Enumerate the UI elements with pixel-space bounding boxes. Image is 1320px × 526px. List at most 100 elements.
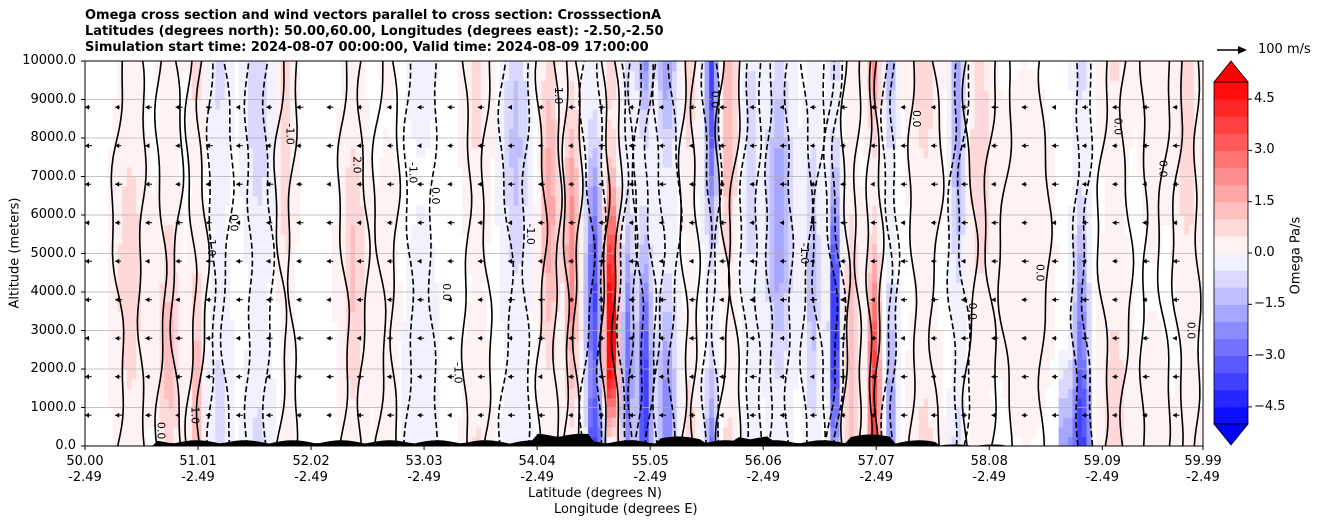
omega-fill-cell [816, 109, 822, 120]
omega-fill-cell [546, 243, 552, 255]
omega-fill-cell [159, 397, 165, 409]
omega-fill-cell [816, 263, 822, 274]
omega-fill-cell [648, 128, 654, 139]
omega-fill-cell [746, 215, 752, 226]
omega-fill-cell [732, 378, 738, 389]
omega-fill-cell [574, 205, 580, 216]
omega-fill-cell [644, 234, 650, 245]
omega-fill-cell [667, 272, 673, 283]
omega-fill-cell [466, 330, 473, 341]
omega-fill-cell [275, 109, 282, 120]
omega-fill-cell [723, 292, 729, 303]
omega-fill-cell [480, 388, 487, 399]
omega-fill-cell [196, 109, 203, 120]
omega-fill-cell [830, 118, 836, 129]
omega-fill-cell [178, 378, 184, 389]
omega-fill-cell [159, 292, 165, 303]
omega-fill-cell [811, 166, 817, 178]
omega-fill-cell [802, 417, 808, 428]
omega-fill-cell [755, 243, 762, 255]
omega-fill-cell [527, 147, 533, 158]
omega-fill-cell [765, 330, 771, 341]
omega-fill-cell [783, 426, 790, 437]
omega-fill-cell [266, 99, 272, 110]
omega-fill-cell [350, 147, 356, 158]
omega-fill-cell [411, 61, 417, 72]
omega-fill-cell [415, 330, 421, 341]
omega-fill-cell [793, 282, 799, 293]
omega-fill-cell [527, 128, 533, 139]
omega-fill-cell [215, 272, 221, 283]
omega-fill-cell [252, 407, 258, 418]
omega-fill-cell [830, 407, 836, 418]
omega-fill-cell [275, 272, 282, 283]
omega-fill-cell [364, 436, 370, 446]
omega-fill-cell [243, 243, 249, 255]
omega-fill-cell [783, 311, 790, 322]
omega-fill-cell [639, 388, 645, 399]
omega-fill-cell [732, 407, 738, 418]
omega-fill-cell [476, 234, 482, 245]
omega-fill-cell [765, 426, 771, 437]
omega-fill-cell [821, 234, 827, 245]
omega-fill-cell [131, 176, 137, 187]
omega-fill-cell [508, 369, 515, 380]
omega-fill-cell [741, 89, 748, 101]
omega-fill-cell [546, 407, 552, 418]
omega-fill-cell [462, 215, 468, 226]
omega-fill-cell [471, 349, 477, 360]
omega-fill-cell [122, 61, 128, 72]
omega-fill-cell [648, 320, 654, 332]
omega-fill-cell [168, 349, 175, 360]
omega-fill-cell [713, 378, 720, 389]
omega-fill-cell [709, 138, 715, 149]
omega-fill-cell [457, 89, 463, 101]
omega-fill-cell [560, 243, 566, 255]
omega-fill-cell [499, 147, 505, 158]
omega-fill-cell [387, 89, 394, 101]
omega-fill-cell [378, 417, 384, 428]
omega-fill-cell [401, 349, 408, 360]
omega-fill-cell [336, 128, 342, 139]
omega-fill-cell [793, 215, 799, 226]
omega-fill-cell [383, 243, 389, 255]
omega-fill-cell [112, 166, 119, 178]
omega-fill-cell [397, 320, 403, 332]
omega-fill-cell [429, 272, 435, 283]
omega-fill-cell [336, 118, 342, 129]
omega-fill-cell [606, 359, 612, 370]
omega-fill-cell [699, 234, 706, 245]
omega-fill-cell [341, 378, 347, 389]
omega-fill-cell [522, 234, 529, 245]
omega-fill-cell [513, 89, 519, 101]
omega-fill-cell [164, 205, 170, 216]
omega-fill-cell [774, 118, 780, 129]
omega-fill-cell [802, 147, 808, 158]
omega-fill-cell [224, 263, 231, 274]
omega-fill-cell [816, 272, 822, 283]
omega-fill-cell [676, 89, 682, 101]
omega-fill-cell [783, 253, 790, 264]
omega-fill-cell [769, 349, 776, 360]
omega-fill-cell [644, 311, 650, 322]
omega-fill-cell [774, 166, 780, 178]
omega-fill-cell [606, 369, 612, 380]
omega-fill-cell [187, 359, 193, 370]
omega-fill-cell [783, 147, 790, 158]
omega-fill-cell [741, 118, 748, 129]
omega-fill-cell [220, 70, 226, 81]
omega-fill-cell [369, 388, 375, 399]
omega-fill-cell [480, 138, 487, 149]
omega-fill-cell [653, 234, 659, 245]
omega-fill-cell [401, 397, 408, 409]
omega-fill-cell [159, 166, 165, 178]
omega-fill-cell [821, 186, 827, 197]
omega-fill-cell [765, 128, 771, 139]
omega-fill-cell [611, 263, 617, 274]
omega-fill-cell [588, 330, 594, 341]
omega-fill-cell [112, 157, 119, 168]
omega-fill-cell [653, 388, 659, 399]
omega-fill-cell [536, 320, 543, 332]
omega-fill-cell [630, 215, 636, 226]
omega-fill-cell [196, 99, 203, 110]
